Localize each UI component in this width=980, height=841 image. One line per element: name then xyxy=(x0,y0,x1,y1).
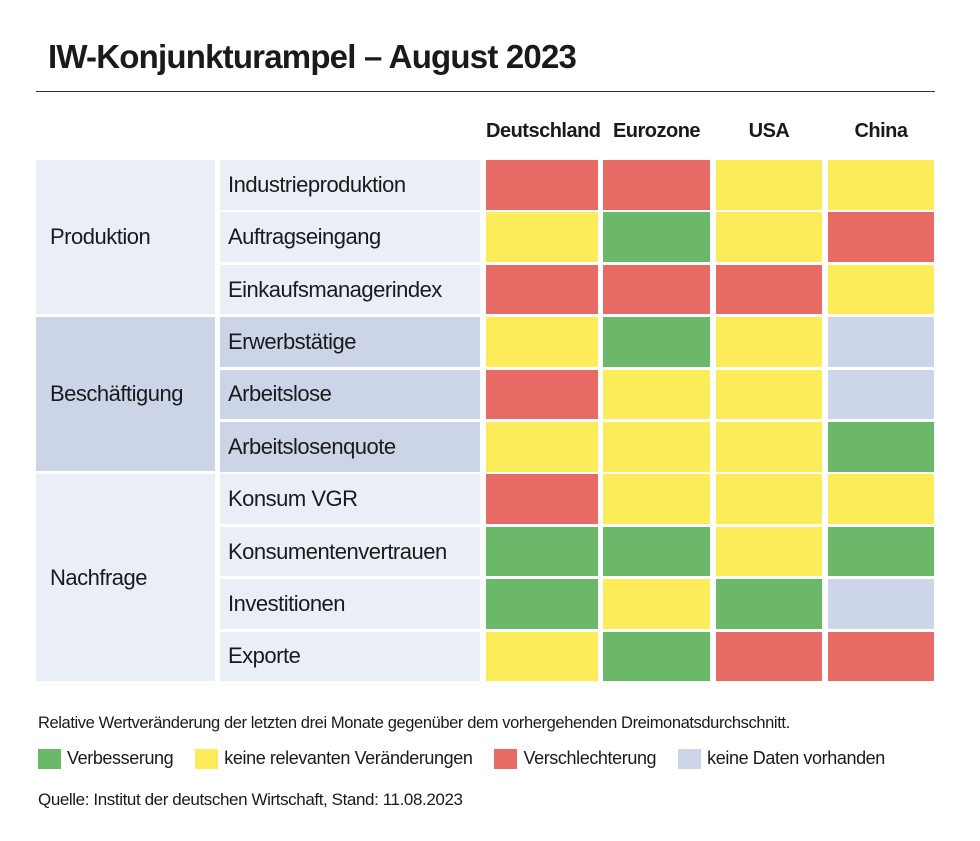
page-title: IW-Konjunkturampel – August 2023 xyxy=(48,38,577,75)
group-label: Nachfrage xyxy=(36,474,215,682)
status-cell-green xyxy=(603,317,710,367)
status-cell-green xyxy=(603,212,710,262)
status-cell-none xyxy=(828,317,934,367)
legend-label: Verbesserung xyxy=(67,748,174,768)
status-cell-red xyxy=(486,474,598,524)
legend-swatch xyxy=(195,748,219,769)
group-label: Produktion xyxy=(36,160,215,315)
indicator-label: Konsumentenvertrauen xyxy=(220,526,480,577)
status-cell-yellow xyxy=(486,631,598,682)
legend-swatch xyxy=(38,748,61,769)
status-cell-green xyxy=(486,526,598,577)
legend-item: keine Daten vorhanden xyxy=(678,748,885,769)
title-divider xyxy=(36,91,935,92)
legend: Verbesserung keine relevanten Veränderung… xyxy=(38,748,907,769)
status-cell-red xyxy=(716,631,822,682)
status-cell-red xyxy=(603,160,710,210)
indicator-label: Einkaufsmanagerindex xyxy=(220,264,480,315)
method-note: Relative Wertveränderung der letzten dre… xyxy=(38,714,790,732)
column-header: USA xyxy=(748,120,790,142)
status-cell-red xyxy=(486,369,598,420)
legend-swatch xyxy=(678,748,702,769)
status-cell-yellow xyxy=(828,474,934,524)
status-cell-none xyxy=(828,579,934,629)
indicator-label: Investitionen xyxy=(220,579,480,629)
status-cell-yellow xyxy=(486,422,598,472)
status-cell-green xyxy=(828,526,934,577)
legend-swatch xyxy=(494,748,518,769)
status-cell-yellow xyxy=(486,317,598,367)
indicator-label: Arbeitslosenquote xyxy=(220,422,480,472)
status-cell-yellow xyxy=(603,369,710,420)
column-header: Eurozone xyxy=(612,120,701,142)
status-cell-green xyxy=(716,579,822,629)
indicator-label: Konsum VGR xyxy=(220,474,480,524)
status-cell-yellow xyxy=(716,526,822,577)
source-note: Quelle: Institut der deutschen Wirtschaf… xyxy=(38,790,463,809)
status-cell-yellow xyxy=(716,212,822,262)
indicator-label: Erwerbstätige xyxy=(220,317,480,367)
status-cell-yellow xyxy=(716,422,822,472)
legend-item: Verschlechterung xyxy=(494,748,657,769)
indicator-label: Industrieproduktion xyxy=(220,160,480,210)
status-cell-green xyxy=(603,526,710,577)
status-cell-red xyxy=(486,264,598,315)
legend-item: keine relevanten Veränderungen xyxy=(195,748,473,769)
status-cell-green xyxy=(486,579,598,629)
status-cell-yellow xyxy=(603,474,710,524)
status-cell-green xyxy=(828,422,934,472)
column-header: China xyxy=(854,120,908,142)
status-cell-red xyxy=(828,631,934,682)
status-cell-red xyxy=(603,264,710,315)
status-cell-yellow xyxy=(603,579,710,629)
status-cell-green xyxy=(603,631,710,682)
status-cell-yellow xyxy=(716,317,822,367)
status-cell-yellow xyxy=(828,264,934,315)
status-cell-yellow xyxy=(828,160,934,210)
legend-label: Verschlechterung xyxy=(523,748,657,768)
group-label: Beschäftigung xyxy=(36,317,215,472)
status-cell-red xyxy=(828,212,934,262)
indicator-label: Arbeitslose xyxy=(220,369,480,420)
status-cell-red xyxy=(486,160,598,210)
status-cell-yellow xyxy=(603,422,710,472)
status-cell-yellow xyxy=(716,474,822,524)
legend-label: keine Daten vorhanden xyxy=(707,748,885,768)
indicator-label: Auftragseingang xyxy=(220,212,480,262)
status-cell-yellow xyxy=(486,212,598,262)
legend-label: keine relevanten Veränderungen xyxy=(224,748,473,768)
status-cell-yellow xyxy=(716,369,822,420)
column-header: Deutschland xyxy=(486,120,601,142)
status-cell-red xyxy=(716,264,822,315)
indicator-label: Exporte xyxy=(220,631,480,682)
legend-item: Verbesserung xyxy=(38,748,174,769)
status-cell-yellow xyxy=(716,160,822,210)
status-cell-none xyxy=(828,369,934,420)
